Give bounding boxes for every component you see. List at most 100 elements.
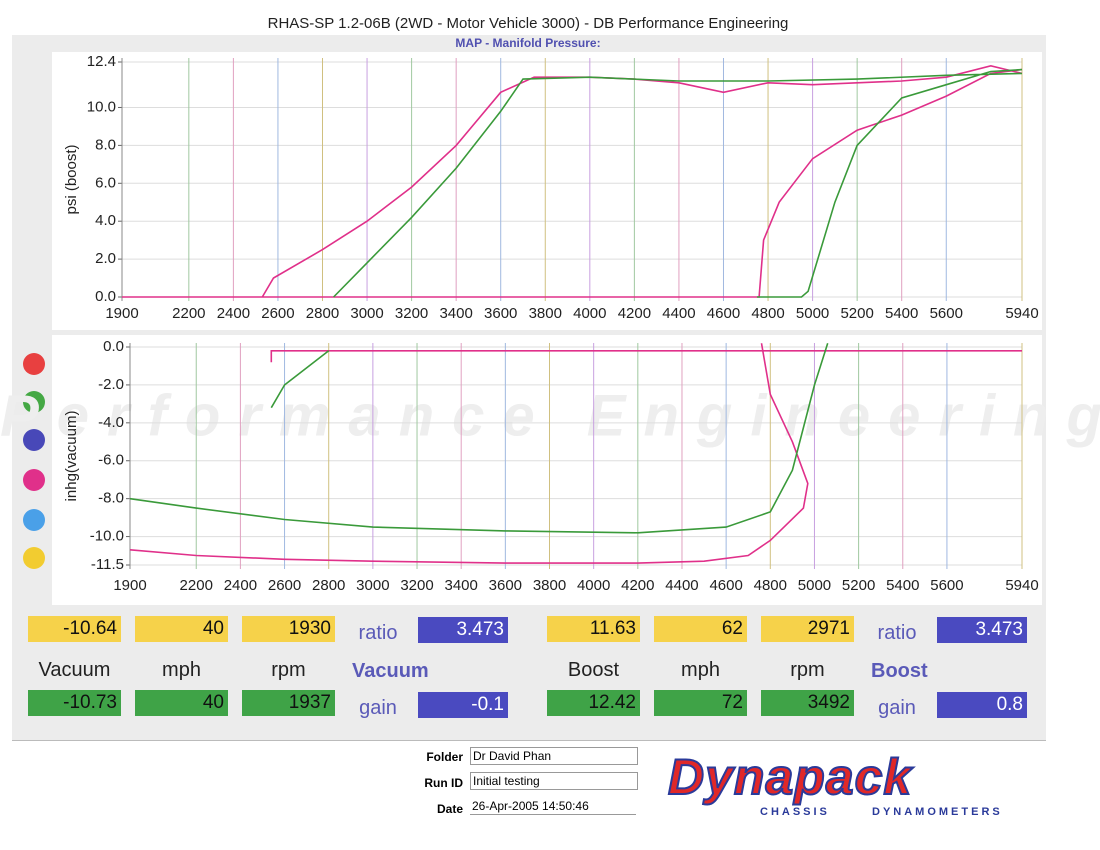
gain-label: gain — [878, 697, 916, 719]
x-tick-label: 3200 — [400, 577, 433, 594]
x-tick-label: 3400 — [439, 305, 472, 322]
heading: Boost — [871, 660, 928, 682]
dot — [23, 353, 45, 375]
x-tick-label: 5000 — [796, 305, 829, 322]
x-tick-label: 3200 — [395, 305, 428, 322]
dot — [23, 429, 45, 451]
y-tick-label: -11.5 — [91, 556, 124, 573]
x-tick-label: 4400 — [662, 305, 695, 322]
x-tick-label: 2200 — [172, 305, 205, 322]
value-box: 2971 — [761, 616, 854, 642]
x-tick-label: 3800 — [533, 577, 566, 594]
x-tick-label: 5940 — [1005, 577, 1038, 594]
x-tick-label: 3600 — [489, 577, 522, 594]
x-tick-label: 2600 — [268, 577, 301, 594]
series-line — [333, 68, 1023, 298]
column-label: Vacuum — [38, 659, 111, 681]
bottom-panel — [52, 335, 1042, 605]
logo-sub: DYNAMOMETERS — [872, 806, 1003, 818]
x-tick-label: 2200 — [180, 577, 213, 594]
gain-label: gain — [359, 697, 397, 719]
value-box: -10.64 — [28, 616, 121, 642]
gain-box: 0.8 — [937, 692, 1027, 718]
x-tick-label: 5200 — [842, 577, 875, 594]
x-tick-label: 4600 — [709, 577, 742, 594]
x-tick-label: 5400 — [885, 305, 918, 322]
x-tick-label: 5600 — [930, 577, 963, 594]
x-tick-label: 1900 — [113, 577, 146, 594]
ratio-label: ratio — [358, 622, 398, 644]
ratio-box: 3.473 — [937, 617, 1027, 643]
dot — [23, 509, 45, 531]
value-box: -10.73 — [28, 690, 121, 716]
x-tick-label: 5000 — [798, 577, 831, 594]
y-tick-label: -6.0 — [98, 452, 124, 469]
top-panel — [52, 52, 1042, 330]
heading: Vacuum — [352, 660, 429, 682]
series-line — [129, 342, 829, 534]
column-label: rpm — [271, 659, 306, 681]
x-tick-label: 2600 — [261, 305, 294, 322]
x-tick-label: 4200 — [621, 577, 654, 594]
x-tick-label: 3400 — [445, 577, 478, 594]
x-tick-label: 3000 — [350, 305, 383, 322]
x-tick-label: 5400 — [886, 577, 919, 594]
x-tick-label: 5600 — [930, 305, 963, 322]
y-tick-label: 4.0 — [95, 212, 116, 229]
gain-box: -0.1 — [418, 692, 508, 718]
y-tick-label: 10.0 — [87, 98, 116, 115]
x-tick-label: 4800 — [751, 305, 784, 322]
y-tick-label: 8.0 — [95, 136, 116, 153]
dot — [23, 469, 45, 491]
x-tick-label: 2400 — [224, 577, 257, 594]
x-tick-label: 4000 — [577, 577, 610, 594]
value-box: 40 — [135, 616, 228, 642]
value-box: 12.42 — [547, 690, 640, 716]
x-tick-label: 2800 — [312, 577, 345, 594]
x-tick-label: 5200 — [840, 305, 873, 322]
date-label: Date — [436, 802, 463, 816]
x-tick-label: 4400 — [665, 577, 698, 594]
series-line — [129, 343, 1022, 564]
x-tick-label: 2800 — [306, 305, 339, 322]
x-tick-label: 5940 — [1005, 305, 1038, 322]
y-tick-label: 6.0 — [95, 174, 116, 191]
y-axis-label: psi (boost) — [63, 144, 80, 214]
value-box: 72 — [654, 690, 747, 716]
ratio-box: 3.473 — [418, 617, 508, 643]
value-box: 40 — [135, 690, 228, 716]
logo-sub: CHASSIS — [760, 806, 830, 818]
folder-label: Folder — [426, 750, 463, 764]
x-tick-label: 4600 — [707, 305, 740, 322]
value-box: 1930 — [242, 616, 335, 642]
y-tick-label: 0.0 — [103, 338, 124, 355]
date-value: 26-Apr-2005 14:50:46 — [470, 798, 636, 815]
column-label: rpm — [790, 659, 825, 681]
value-box: 1937 — [242, 690, 335, 716]
folder-value: Dr David Phan — [470, 747, 638, 765]
x-tick-label: 2400 — [217, 305, 250, 322]
y-axis-label: inhg(vacuum) — [63, 411, 80, 502]
y-tick-label: -8.0 — [98, 490, 124, 507]
y-tick-label: -10.0 — [90, 528, 124, 545]
y-tick-label: 0.0 — [95, 288, 116, 305]
x-tick-label: 1900 — [105, 305, 138, 322]
y-tick-label: -2.0 — [98, 376, 124, 393]
dot — [23, 547, 45, 569]
chart-title: MAP - Manifold Pressure: — [455, 36, 600, 50]
column-label: Boost — [567, 659, 620, 681]
value-box: 11.63 — [547, 616, 640, 642]
ratio-label: ratio — [877, 622, 917, 644]
x-tick-label: 4800 — [754, 577, 787, 594]
x-tick-label: 3800 — [529, 305, 562, 322]
value-box: 62 — [654, 616, 747, 642]
y-tick-label: 12.4 — [87, 53, 116, 70]
x-tick-label: 4000 — [573, 305, 606, 322]
x-tick-label: 3000 — [356, 577, 389, 594]
x-tick-label: 3600 — [484, 305, 517, 322]
y-tick-label: 2.0 — [95, 250, 116, 267]
watermark: Performance Engineering — [0, 383, 1100, 448]
logo: Dynapack — [667, 748, 913, 806]
